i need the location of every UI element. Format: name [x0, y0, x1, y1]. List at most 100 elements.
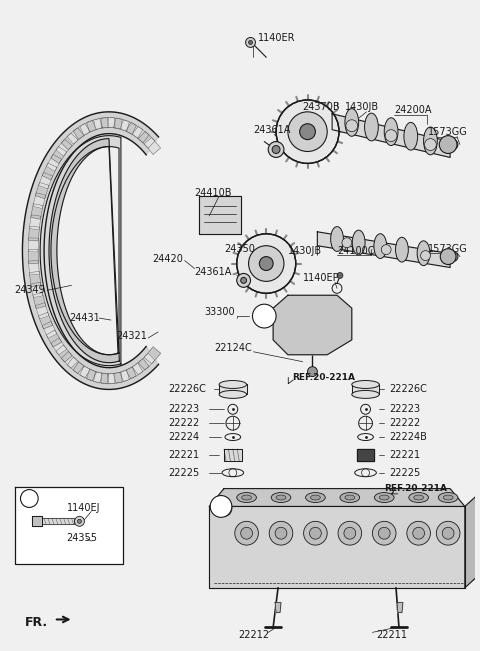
- Ellipse shape: [352, 230, 365, 255]
- Text: 1140ER: 1140ER: [258, 33, 296, 44]
- Polygon shape: [113, 370, 130, 383]
- Circle shape: [440, 249, 456, 264]
- Circle shape: [448, 139, 458, 150]
- Text: FR.: FR.: [24, 616, 48, 629]
- Ellipse shape: [276, 495, 286, 500]
- Polygon shape: [31, 282, 43, 298]
- Circle shape: [424, 139, 436, 150]
- Text: 22221: 22221: [168, 450, 199, 460]
- Ellipse shape: [404, 122, 418, 150]
- Circle shape: [259, 256, 273, 270]
- Polygon shape: [138, 132, 155, 148]
- Text: 1430JB: 1430JB: [345, 102, 379, 112]
- Polygon shape: [138, 353, 155, 370]
- Polygon shape: [29, 215, 41, 230]
- Polygon shape: [23, 112, 158, 389]
- Polygon shape: [144, 137, 161, 154]
- Circle shape: [338, 521, 361, 545]
- Text: 1573GG: 1573GG: [428, 127, 467, 137]
- Polygon shape: [61, 133, 78, 150]
- Polygon shape: [28, 249, 38, 264]
- Polygon shape: [273, 296, 352, 355]
- Polygon shape: [317, 232, 450, 268]
- Polygon shape: [42, 518, 73, 524]
- Circle shape: [210, 495, 232, 518]
- Polygon shape: [219, 385, 247, 395]
- Polygon shape: [29, 271, 41, 286]
- Polygon shape: [126, 363, 143, 379]
- Polygon shape: [108, 372, 122, 384]
- Ellipse shape: [352, 391, 379, 398]
- Text: 22212: 22212: [239, 630, 270, 641]
- Polygon shape: [67, 128, 84, 144]
- Circle shape: [240, 277, 247, 283]
- Text: 22124C: 22124C: [214, 343, 252, 353]
- Polygon shape: [51, 146, 67, 163]
- Circle shape: [272, 146, 280, 154]
- Circle shape: [276, 100, 339, 163]
- Text: 24361A: 24361A: [194, 268, 232, 277]
- Polygon shape: [352, 385, 379, 395]
- Polygon shape: [49, 139, 120, 363]
- Polygon shape: [94, 372, 109, 384]
- Circle shape: [407, 521, 431, 545]
- Polygon shape: [209, 489, 465, 506]
- Ellipse shape: [345, 495, 355, 500]
- Circle shape: [381, 245, 391, 255]
- Text: 1573GG: 1573GG: [428, 243, 467, 254]
- Polygon shape: [80, 120, 96, 135]
- Circle shape: [337, 273, 343, 279]
- Circle shape: [300, 124, 315, 139]
- Ellipse shape: [417, 241, 430, 266]
- Polygon shape: [46, 330, 61, 347]
- Circle shape: [448, 252, 458, 262]
- Ellipse shape: [438, 493, 458, 503]
- Ellipse shape: [345, 109, 359, 136]
- Ellipse shape: [306, 493, 325, 503]
- Polygon shape: [61, 352, 78, 368]
- Circle shape: [235, 521, 258, 545]
- Text: 22211: 22211: [376, 630, 408, 641]
- Ellipse shape: [396, 237, 408, 262]
- Text: 24431: 24431: [70, 313, 100, 323]
- Polygon shape: [275, 603, 281, 613]
- Ellipse shape: [237, 493, 256, 503]
- Polygon shape: [33, 292, 46, 309]
- Text: 1430JB: 1430JB: [288, 245, 322, 256]
- Circle shape: [237, 273, 251, 287]
- Circle shape: [237, 234, 296, 294]
- Polygon shape: [120, 120, 136, 134]
- Text: 24420: 24420: [152, 254, 183, 264]
- Polygon shape: [73, 362, 90, 378]
- Polygon shape: [32, 516, 42, 526]
- Circle shape: [269, 521, 293, 545]
- Circle shape: [275, 527, 287, 539]
- Circle shape: [77, 519, 82, 523]
- Circle shape: [74, 516, 84, 526]
- Polygon shape: [42, 322, 57, 339]
- Polygon shape: [397, 603, 403, 613]
- Circle shape: [385, 130, 397, 141]
- Circle shape: [288, 112, 327, 152]
- Circle shape: [310, 527, 321, 539]
- Text: 1140EP: 1140EP: [302, 273, 339, 283]
- Polygon shape: [38, 312, 53, 329]
- Polygon shape: [28, 238, 38, 252]
- Circle shape: [346, 120, 358, 132]
- Text: 22226C: 22226C: [389, 385, 427, 395]
- Polygon shape: [144, 347, 161, 364]
- Polygon shape: [86, 118, 103, 132]
- Ellipse shape: [311, 495, 320, 500]
- Circle shape: [246, 38, 255, 48]
- Polygon shape: [28, 227, 39, 241]
- Text: 24410B: 24410B: [194, 188, 232, 198]
- Text: 24350: 24350: [224, 243, 255, 254]
- Polygon shape: [33, 193, 46, 209]
- Text: 22224B: 22224B: [389, 432, 427, 442]
- Polygon shape: [42, 163, 57, 180]
- Polygon shape: [36, 303, 49, 319]
- Ellipse shape: [409, 493, 429, 503]
- Circle shape: [442, 527, 454, 539]
- Circle shape: [21, 490, 38, 507]
- Polygon shape: [46, 154, 61, 171]
